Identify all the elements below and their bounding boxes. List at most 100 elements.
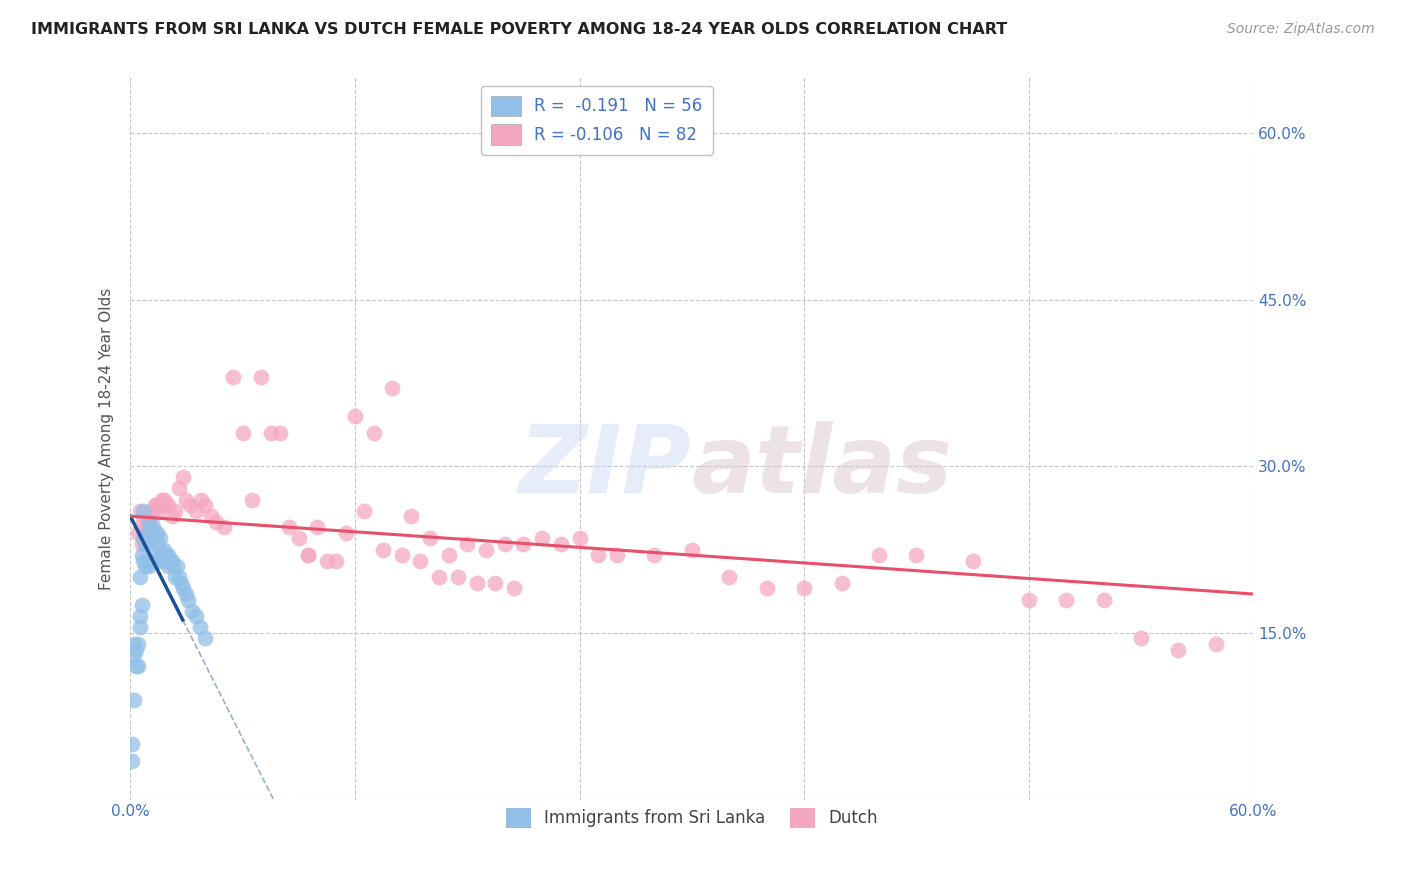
- Point: [128, 570, 150, 584]
- Point: [371, 542, 394, 557]
- Point: [150, 492, 173, 507]
- Point: [127, 659, 149, 673]
- Point: [212, 520, 235, 534]
- Point: [139, 554, 162, 568]
- Point: [250, 370, 273, 384]
- Point: [155, 548, 177, 562]
- Point: [128, 620, 150, 634]
- Point: [136, 515, 159, 529]
- Point: [531, 532, 554, 546]
- Point: [568, 532, 591, 546]
- Point: [184, 609, 207, 624]
- Point: [131, 548, 153, 562]
- Point: [121, 737, 143, 751]
- Point: [132, 554, 155, 568]
- Point: [437, 548, 460, 562]
- Point: [606, 548, 628, 562]
- Legend: Immigrants from Sri Lanka, Dutch: Immigrants from Sri Lanka, Dutch: [499, 801, 884, 835]
- Point: [128, 504, 150, 518]
- Point: [419, 532, 441, 546]
- Point: [136, 554, 159, 568]
- Point: [142, 554, 165, 568]
- Point: [494, 537, 516, 551]
- Point: [297, 548, 319, 562]
- Point: [128, 609, 150, 624]
- Point: [278, 520, 301, 534]
- Point: [1205, 637, 1227, 651]
- Point: [447, 570, 470, 584]
- Point: [297, 548, 319, 562]
- Point: [127, 525, 149, 540]
- Point: [138, 537, 160, 551]
- Point: [150, 548, 173, 562]
- Point: [177, 592, 200, 607]
- Point: [134, 559, 156, 574]
- Point: [134, 537, 156, 551]
- Point: [335, 525, 357, 540]
- Point: [122, 637, 145, 651]
- Point: [131, 537, 153, 551]
- Point: [905, 548, 928, 562]
- Point: [138, 559, 160, 574]
- Point: [793, 582, 815, 596]
- Point: [1018, 592, 1040, 607]
- Point: [145, 548, 167, 562]
- Point: [156, 548, 179, 562]
- Point: [156, 559, 179, 574]
- Point: [125, 642, 148, 657]
- Point: [131, 598, 153, 612]
- Point: [868, 548, 890, 562]
- Point: [503, 582, 526, 596]
- Point: [181, 604, 204, 618]
- Point: [465, 575, 488, 590]
- Point: [143, 498, 166, 512]
- Point: [188, 620, 211, 634]
- Point: [179, 498, 201, 512]
- Point: [456, 537, 478, 551]
- Point: [127, 637, 149, 651]
- Text: Source: ZipAtlas.com: Source: ZipAtlas.com: [1227, 22, 1375, 37]
- Point: [166, 559, 188, 574]
- Point: [962, 554, 984, 568]
- Point: [240, 492, 263, 507]
- Point: [184, 504, 207, 518]
- Point: [1054, 592, 1077, 607]
- Point: [149, 548, 172, 562]
- Y-axis label: Female Poverty Among 18-24 Year Olds: Female Poverty Among 18-24 Year Olds: [100, 287, 114, 590]
- Point: [145, 498, 167, 512]
- Point: [512, 537, 534, 551]
- Point: [194, 498, 217, 512]
- Point: [143, 525, 166, 540]
- Point: [200, 509, 222, 524]
- Point: [149, 532, 172, 546]
- Point: [363, 425, 385, 440]
- Point: [125, 659, 148, 673]
- Point: [155, 498, 177, 512]
- Point: [142, 520, 165, 534]
- Point: [138, 520, 160, 534]
- Point: [586, 548, 609, 562]
- Point: [550, 537, 572, 551]
- Point: [153, 492, 176, 507]
- Point: [1130, 632, 1153, 646]
- Point: [132, 515, 155, 529]
- Point: [287, 532, 309, 546]
- Point: [159, 554, 181, 568]
- Point: [681, 542, 703, 557]
- Point: [148, 554, 170, 568]
- Point: [170, 575, 193, 590]
- Point: [307, 520, 329, 534]
- Point: [391, 548, 413, 562]
- Point: [139, 504, 162, 518]
- Point: [153, 542, 176, 557]
- Point: [194, 632, 217, 646]
- Point: [718, 570, 741, 584]
- Point: [121, 754, 143, 768]
- Point: [475, 542, 498, 557]
- Point: [205, 515, 228, 529]
- Point: [381, 382, 404, 396]
- Point: [1167, 642, 1189, 657]
- Point: [167, 482, 190, 496]
- Point: [831, 575, 853, 590]
- Point: [176, 492, 198, 507]
